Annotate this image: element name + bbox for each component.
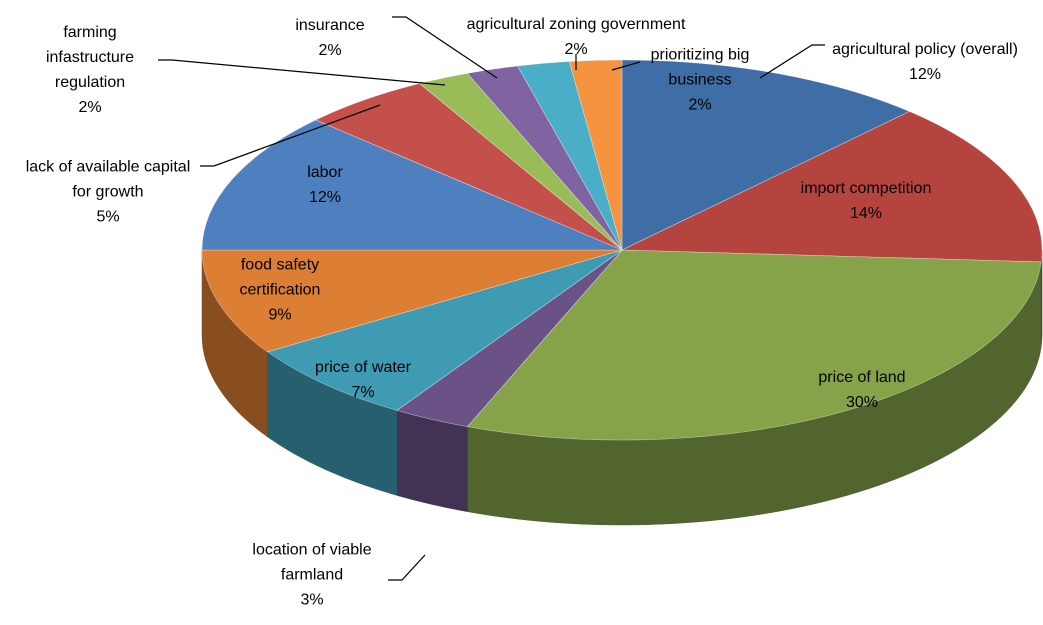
category-label: agricultural policy (overall) <box>832 41 1018 58</box>
category-label: food safety certification <box>239 256 321 299</box>
slice <box>201 249 623 353</box>
data-label: food safety certification 9% <box>213 253 348 328</box>
slice <box>621 111 1043 263</box>
leader-line <box>200 104 381 167</box>
value-label: 2% <box>564 41 588 58</box>
value-label: 2% <box>318 42 342 59</box>
leader-line <box>158 59 446 86</box>
value-label: 12% <box>908 66 942 83</box>
data-label: location of viable farmland 3% <box>245 538 380 613</box>
value-label: 12% <box>308 189 342 206</box>
category-label: import competition <box>800 180 932 197</box>
category-label: agricultural zoning government <box>466 16 686 33</box>
data-label: import competition 14% <box>766 176 966 226</box>
value-label: 2% <box>688 96 712 114</box>
category-label: lack of available capital for growth <box>25 158 191 201</box>
data-label: price of water 7% <box>278 355 448 405</box>
value-label: 3% <box>300 591 324 609</box>
category-label: price of water <box>314 359 412 376</box>
slice <box>621 59 911 251</box>
slice <box>466 249 1042 441</box>
category-label: price of land <box>818 369 906 386</box>
category-label: location of viable farmland <box>252 541 372 584</box>
category-label: labor <box>307 164 343 181</box>
data-label: labor 12% <box>280 160 370 210</box>
leader-line <box>611 61 641 71</box>
slice <box>266 249 623 411</box>
slice <box>568 59 623 251</box>
category-label: farming infastructure regulation <box>45 24 135 91</box>
slice <box>201 119 623 251</box>
value-label: 14% <box>849 205 883 222</box>
data-label: lack of available capital for growth 5% <box>21 155 196 230</box>
data-label: agricultural zoning government 2% <box>441 12 711 62</box>
slice-side <box>396 410 468 512</box>
value-label: 9% <box>268 306 292 324</box>
data-label: prioritizing big business 2% <box>640 43 760 118</box>
value-label: 7% <box>351 384 375 401</box>
value-label: 30% <box>845 394 879 411</box>
leader-line <box>759 44 825 79</box>
data-label: farming infastructure regulation 2% <box>30 20 150 120</box>
category-label: prioritizing big business <box>650 46 750 89</box>
data-label: price of land 30% <box>782 365 942 415</box>
category-label: insurance <box>295 17 365 34</box>
data-label: agricultural policy (overall) 12% <box>823 37 1028 87</box>
leader-line <box>388 554 426 581</box>
leader-line <box>392 16 498 79</box>
data-label: insurance 2% <box>275 13 385 63</box>
value-label: 5% <box>96 208 120 226</box>
value-label: 2% <box>78 99 102 116</box>
